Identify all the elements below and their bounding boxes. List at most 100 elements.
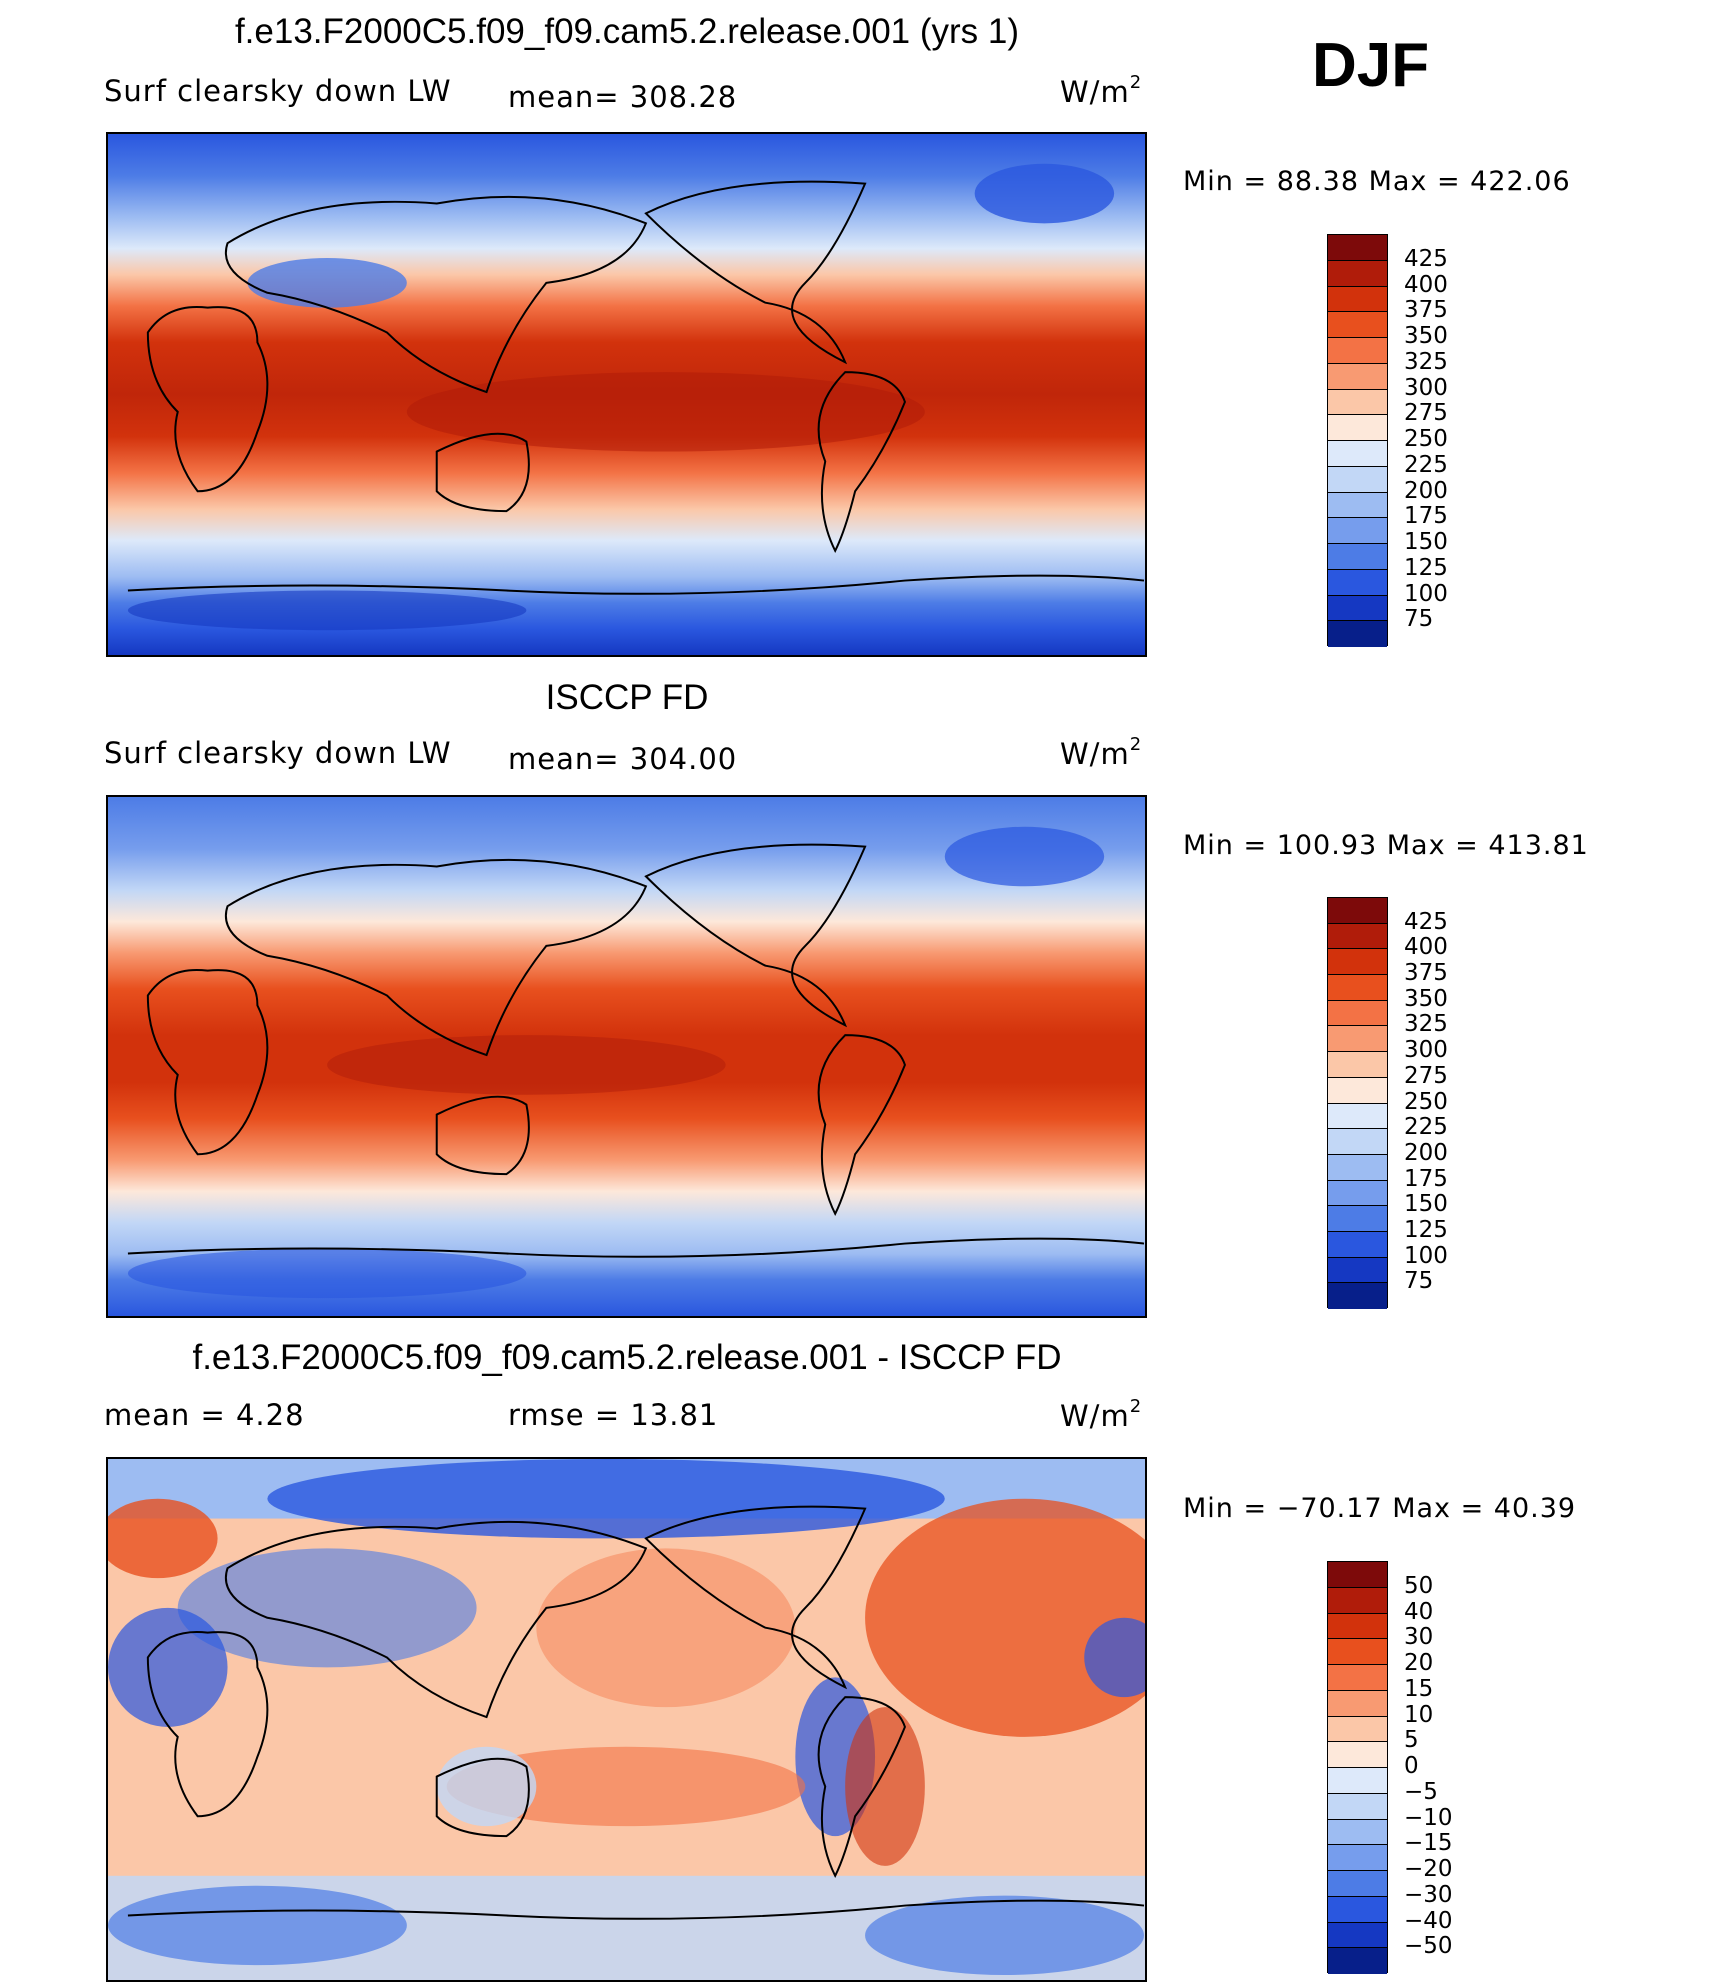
colorbar-tick-label: −30 (1404, 1881, 1453, 1908)
colorbar-swatch (1328, 338, 1387, 364)
panel-1-map (106, 132, 1147, 657)
colorbar-swatch (1328, 235, 1387, 261)
colorbar-tick-label: 75 (1404, 606, 1434, 633)
colorbar-swatch (1328, 1613, 1387, 1640)
colorbar-tick-label: 250 (1404, 426, 1448, 452)
colorbar-swatch (1328, 1283, 1387, 1309)
colorbar-swatch (1328, 1562, 1387, 1588)
colorbar-swatch (1328, 544, 1387, 570)
colorbar-swatch (1328, 492, 1387, 519)
colorbar-swatch (1328, 1768, 1387, 1794)
colorbar-tick-label: 150 (1404, 1191, 1448, 1218)
colorbar-swatch (1328, 466, 1387, 493)
colorbar-swatch (1328, 1871, 1387, 1897)
colorbar-swatch (1328, 1000, 1387, 1027)
colorbar-tick-label: 175 (1404, 1165, 1448, 1192)
colorbar-swatch (1328, 518, 1387, 544)
colorbar-tick-label: 15 (1404, 1675, 1434, 1702)
colorbar-tick-label: 5 (1404, 1727, 1419, 1754)
colorbar-swatch (1328, 1026, 1387, 1053)
colorbar-swatch (1328, 441, 1387, 467)
colorbar-swatch (1328, 1154, 1387, 1181)
colorbar-swatch (1328, 389, 1387, 416)
panel-1-unit-label: W/m2 (1060, 72, 1143, 109)
panel-3-map (106, 1457, 1147, 1982)
colorbar-swatch (1328, 595, 1387, 622)
panel-3-field (108, 1459, 1145, 1980)
colorbar-swatch (1328, 1665, 1387, 1691)
colorbar-tick-label: −10 (1404, 1804, 1453, 1831)
panel-2-variable-label: Surf clearsky down LW (104, 736, 452, 770)
colorbar-swatch (1328, 286, 1387, 313)
colorbar-swatch (1328, 1206, 1387, 1232)
colorbar-tick-label: 100 (1404, 1242, 1448, 1269)
colorbar-tick-label: 400 (1404, 271, 1448, 298)
colorbar-swatch (1328, 1896, 1387, 1923)
colorbar-tick-label: 325 (1404, 1011, 1448, 1038)
panel-1-minmax: Min = 88.38 Max = 422.06 (1183, 166, 1571, 197)
colorbar-swatch (1328, 949, 1387, 976)
colorbar-swatch (1328, 312, 1387, 338)
colorbar-swatch (1328, 1948, 1387, 1974)
season-label: DJF (1312, 31, 1430, 100)
colorbar-tick-label: 400 (1404, 934, 1448, 961)
colorbar-tick-label: 350 (1404, 985, 1448, 1012)
panel-1-title: f.e13.F2000C5.f09_f09.cam5.2.release.001… (234, 12, 1020, 51)
panel-2-coastlines (127, 843, 1145, 1258)
panel-3-rmse-label: rmse = 13.81 (508, 1398, 719, 1432)
panel-2-minmax: Min = 100.93 Max = 413.81 (1183, 830, 1589, 861)
colorbar-swatch (1328, 1793, 1387, 1820)
colorbar-tick-label: 225 (1404, 451, 1448, 478)
colorbar-tick-label: 425 (1404, 908, 1448, 935)
colorbar-tick-label: −50 (1404, 1933, 1453, 1960)
colorbar-swatch (1328, 1129, 1387, 1155)
colorbar-tick-label: 75 (1404, 1268, 1434, 1295)
colorbar-swatch (1328, 621, 1387, 647)
colorbar-tick-label: 40 (1404, 1598, 1434, 1625)
colorbar-swatch (1328, 1819, 1387, 1846)
panel-2-title: ISCCP FD (545, 678, 709, 717)
panel-3-colorbar (1327, 1561, 1388, 1974)
panel-1-coastlines (127, 180, 1145, 595)
colorbar-swatch (1328, 1231, 1387, 1258)
panel-2-map (106, 795, 1147, 1318)
colorbar-tick-label: 30 (1404, 1624, 1434, 1651)
panel-3-title: f.e13.F2000C5.f09_f09.cam5.2.release.001… (192, 1338, 1062, 1377)
colorbar-swatch (1328, 363, 1387, 390)
colorbar-swatch (1328, 569, 1387, 596)
colorbar-swatch (1328, 975, 1387, 1001)
colorbar-swatch (1328, 1845, 1387, 1871)
panel-3-coastlines (127, 1505, 1145, 1920)
colorbar-tick-label: 20 (1404, 1650, 1434, 1676)
colorbar-tick-label: 275 (1404, 1062, 1448, 1089)
colorbar-swatch (1328, 1716, 1387, 1743)
colorbar-tick-label: −40 (1404, 1907, 1453, 1934)
panel-2-unit-label: W/m2 (1060, 734, 1143, 771)
panel-1-variable-label: Surf clearsky down LW (104, 74, 452, 108)
colorbar-tick-label: −20 (1404, 1856, 1453, 1882)
colorbar-tick-label: −5 (1404, 1778, 1438, 1805)
colorbar-swatch (1328, 1077, 1387, 1104)
colorbar-tick-label: 375 (1404, 960, 1448, 987)
panel-2-mean-label: mean= 304.00 (508, 742, 738, 776)
colorbar-tick-label: 375 (1404, 297, 1448, 324)
colorbar-tick-label: 50 (1404, 1572, 1434, 1599)
colorbar-swatch (1328, 1742, 1387, 1768)
colorbar-swatch (1328, 1180, 1387, 1207)
colorbar-swatch (1328, 1052, 1387, 1078)
colorbar-swatch (1328, 1690, 1387, 1717)
colorbar-tick-label: 250 (1404, 1088, 1448, 1115)
colorbar-swatch (1328, 1922, 1387, 1949)
colorbar-tick-label: 175 (1404, 503, 1448, 530)
colorbar-tick-label: 425 (1404, 245, 1448, 272)
colorbar-swatch (1328, 1639, 1387, 1665)
panel-1-colorbar (1327, 234, 1388, 647)
colorbar-swatch (1328, 415, 1387, 441)
colorbar-tick-label: 200 (1404, 477, 1448, 504)
panel-2-field (108, 797, 1145, 1316)
panel-3-minmax: Min = −70.17 Max = 40.39 (1183, 1493, 1577, 1524)
colorbar-swatch (1328, 1103, 1387, 1130)
panel-2-colorbar (1327, 897, 1388, 1309)
panel-3-unit-label: W/m2 (1060, 1396, 1143, 1433)
colorbar-tick-label: 200 (1404, 1139, 1448, 1166)
